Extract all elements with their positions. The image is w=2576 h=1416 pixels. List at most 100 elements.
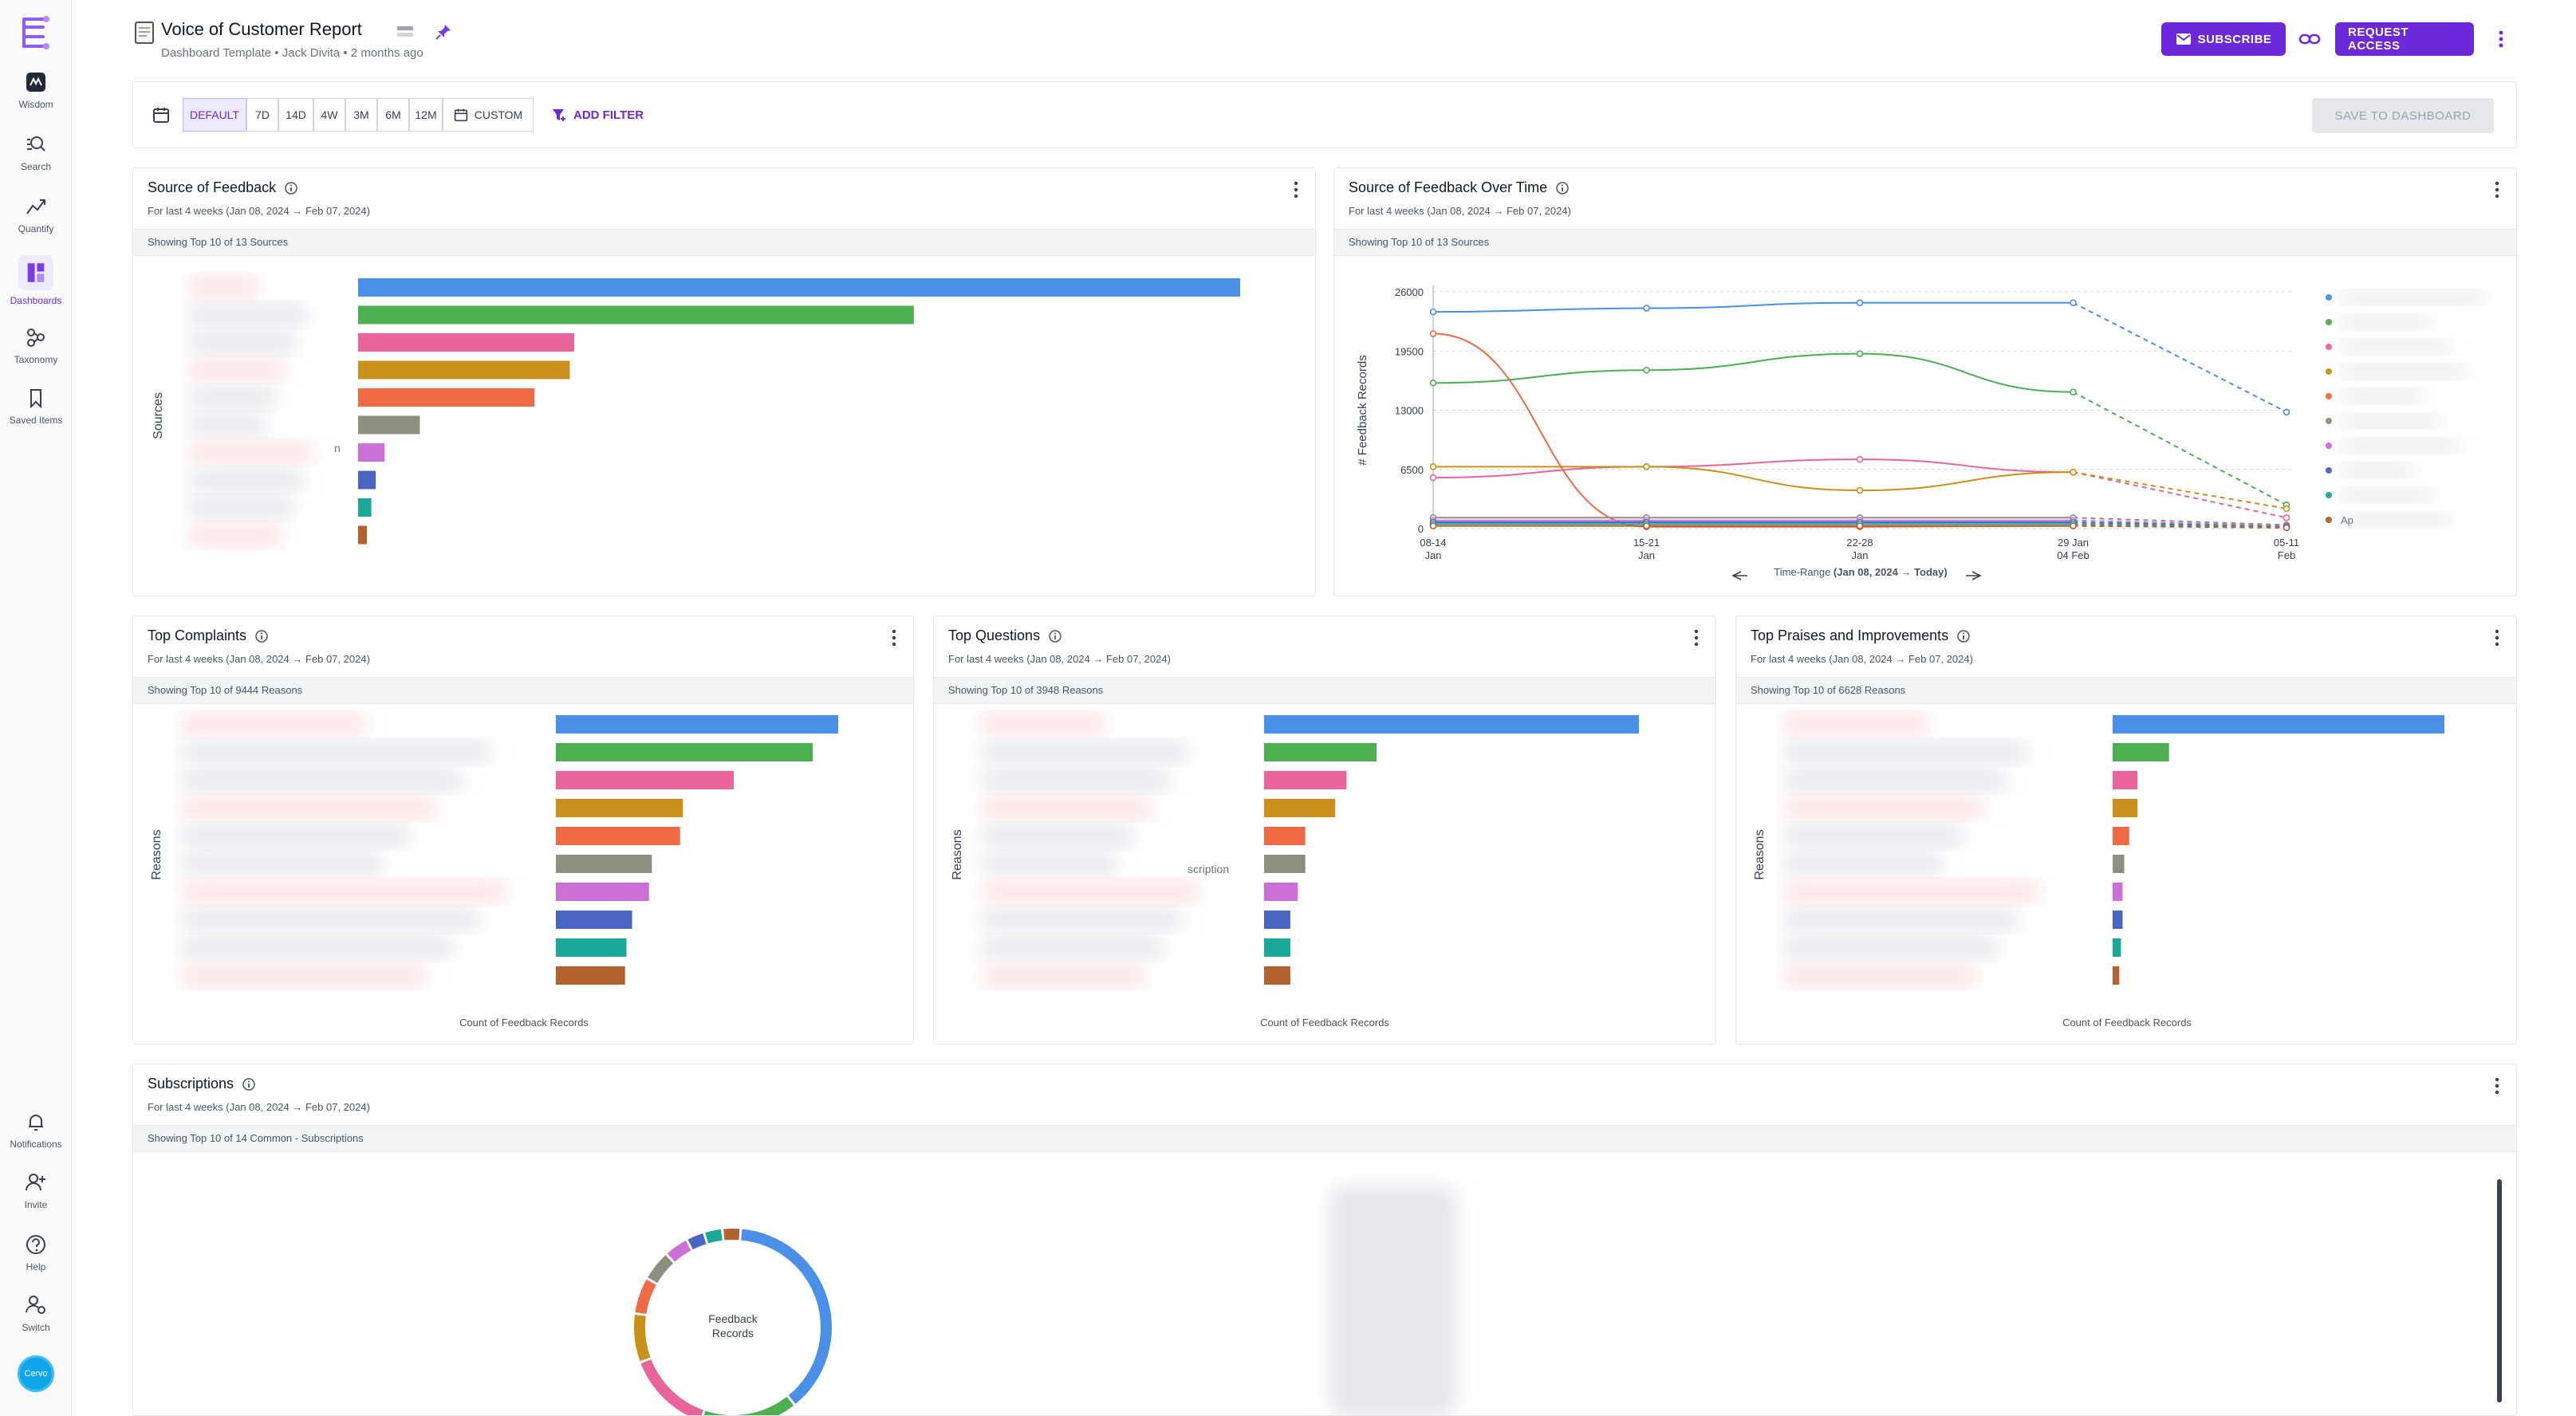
app-logo-icon[interactable] bbox=[18, 14, 54, 51]
sidebar-item-invite[interactable]: Invite bbox=[0, 1170, 72, 1210]
bar[interactable] bbox=[556, 883, 649, 901]
bar[interactable] bbox=[358, 333, 574, 352]
data-point[interactable] bbox=[1429, 463, 1437, 470]
donut-slice[interactable] bbox=[705, 1229, 723, 1244]
more-vertical-icon[interactable] bbox=[2487, 1074, 2507, 1098]
data-point[interactable] bbox=[2283, 513, 2290, 521]
range-14d[interactable]: 14D bbox=[278, 98, 313, 132]
bar[interactable] bbox=[1264, 715, 1639, 734]
donut-slice[interactable] bbox=[640, 1359, 703, 1416]
more-vertical-icon[interactable] bbox=[884, 626, 904, 650]
sidebar-item-help[interactable]: Help bbox=[0, 1233, 72, 1272]
data-point[interactable] bbox=[2070, 299, 2077, 307]
more-vertical-icon[interactable] bbox=[1286, 178, 1306, 202]
donut-slice[interactable] bbox=[687, 1233, 707, 1250]
bar[interactable] bbox=[556, 938, 627, 957]
bar[interactable] bbox=[2113, 743, 2169, 761]
donut-slice[interactable] bbox=[635, 1279, 656, 1314]
series-line[interactable] bbox=[1432, 352, 2074, 393]
bar[interactable] bbox=[358, 305, 914, 324]
sidebar-item-switch[interactable]: Switch bbox=[0, 1293, 72, 1333]
data-point[interactable] bbox=[1429, 330, 1437, 337]
legend-swatch[interactable] bbox=[2326, 517, 2332, 523]
data-point[interactable] bbox=[1856, 350, 1864, 357]
range-3m[interactable]: 3M bbox=[345, 98, 377, 132]
bar[interactable] bbox=[2113, 911, 2123, 929]
bar[interactable] bbox=[1264, 771, 1347, 789]
info-icon[interactable] bbox=[254, 629, 269, 643]
range-custom[interactable]: CUSTOM bbox=[443, 98, 534, 132]
bar[interactable] bbox=[358, 360, 570, 380]
more-vertical-icon[interactable] bbox=[2487, 626, 2507, 650]
arrow-right-icon[interactable] bbox=[1966, 571, 1982, 580]
info-icon[interactable] bbox=[1555, 181, 1570, 195]
subscribe-button[interactable]: SUBSCRIBE bbox=[2161, 22, 2286, 56]
legend-swatch[interactable] bbox=[2326, 344, 2332, 350]
data-point[interactable] bbox=[2283, 505, 2290, 513]
more-vertical-icon[interactable] bbox=[2487, 178, 2507, 202]
data-point[interactable] bbox=[1643, 522, 1650, 529]
data-point[interactable] bbox=[1856, 299, 1864, 307]
bar[interactable] bbox=[556, 911, 632, 929]
donut-slice[interactable] bbox=[723, 1229, 740, 1241]
data-point[interactable] bbox=[1429, 308, 1437, 316]
bar[interactable] bbox=[1264, 799, 1336, 817]
bar[interactable] bbox=[556, 743, 813, 761]
bar[interactable] bbox=[358, 525, 368, 545]
arrow-left-icon[interactable] bbox=[1731, 571, 1747, 580]
sidebar-item-quantify[interactable]: Quantify bbox=[0, 195, 72, 234]
series-line[interactable] bbox=[1433, 466, 2074, 492]
legend-swatch[interactable] bbox=[2326, 368, 2332, 375]
legend-swatch[interactable] bbox=[2326, 418, 2332, 424]
bar[interactable] bbox=[358, 388, 535, 407]
legend-swatch[interactable] bbox=[2326, 294, 2332, 301]
request-access-button[interactable]: REQUEST ACCESS bbox=[2335, 22, 2474, 56]
data-point[interactable] bbox=[1429, 522, 1437, 529]
bar[interactable] bbox=[1264, 911, 1290, 929]
bar[interactable] bbox=[2113, 799, 2138, 817]
bar[interactable] bbox=[556, 771, 735, 789]
bar[interactable] bbox=[2113, 855, 2125, 873]
sidebar-item-notifications[interactable]: Notifications bbox=[0, 1110, 72, 1150]
info-icon[interactable] bbox=[284, 181, 298, 195]
donut-slice[interactable] bbox=[741, 1229, 832, 1404]
data-point[interactable] bbox=[2283, 524, 2290, 532]
copy-link-button[interactable] bbox=[2295, 25, 2324, 53]
bar[interactable] bbox=[1264, 966, 1290, 985]
bar[interactable] bbox=[2113, 827, 2129, 845]
bar[interactable] bbox=[556, 966, 625, 985]
bar[interactable] bbox=[556, 827, 680, 845]
sidebar-item-saved-items[interactable]: Saved Items bbox=[0, 386, 72, 426]
more-vertical-icon[interactable] bbox=[1687, 626, 1706, 650]
sidebar-item-dashboards[interactable]: Dashboards bbox=[0, 255, 72, 306]
sidebar-item-wisdom[interactable]: Wisdom bbox=[0, 70, 72, 110]
info-icon[interactable] bbox=[242, 1077, 256, 1092]
bar[interactable] bbox=[1264, 938, 1290, 957]
data-point[interactable] bbox=[2070, 468, 2077, 476]
avatar[interactable]: Cervo bbox=[18, 1355, 54, 1392]
data-point[interactable] bbox=[1643, 463, 1650, 470]
bar[interactable] bbox=[556, 799, 683, 817]
sidebar-item-search[interactable]: Search bbox=[0, 132, 72, 172]
legend-swatch[interactable] bbox=[2326, 442, 2332, 449]
data-point[interactable] bbox=[1643, 366, 1650, 374]
bar[interactable] bbox=[2113, 938, 2121, 957]
range-4w[interactable]: 4W bbox=[313, 98, 345, 132]
data-point[interactable] bbox=[2070, 522, 2077, 529]
save-to-dashboard-button[interactable]: SAVE TO DASHBOARD bbox=[2312, 98, 2494, 133]
data-point[interactable] bbox=[1429, 379, 1437, 387]
donut-slice[interactable] bbox=[648, 1255, 674, 1284]
bar[interactable] bbox=[1264, 743, 1377, 761]
donut-slice[interactable] bbox=[667, 1241, 691, 1262]
bar[interactable] bbox=[1264, 855, 1306, 873]
legend-swatch[interactable] bbox=[2326, 492, 2332, 498]
bar[interactable] bbox=[358, 415, 420, 435]
data-point[interactable] bbox=[1856, 486, 1864, 494]
bar[interactable] bbox=[358, 470, 376, 490]
legend-swatch[interactable] bbox=[2326, 467, 2332, 474]
bar[interactable] bbox=[556, 855, 652, 873]
info-icon[interactable] bbox=[1048, 629, 1062, 643]
bar[interactable] bbox=[1264, 883, 1298, 901]
data-point[interactable] bbox=[2283, 408, 2290, 416]
pin-icon[interactable] bbox=[434, 22, 453, 41]
